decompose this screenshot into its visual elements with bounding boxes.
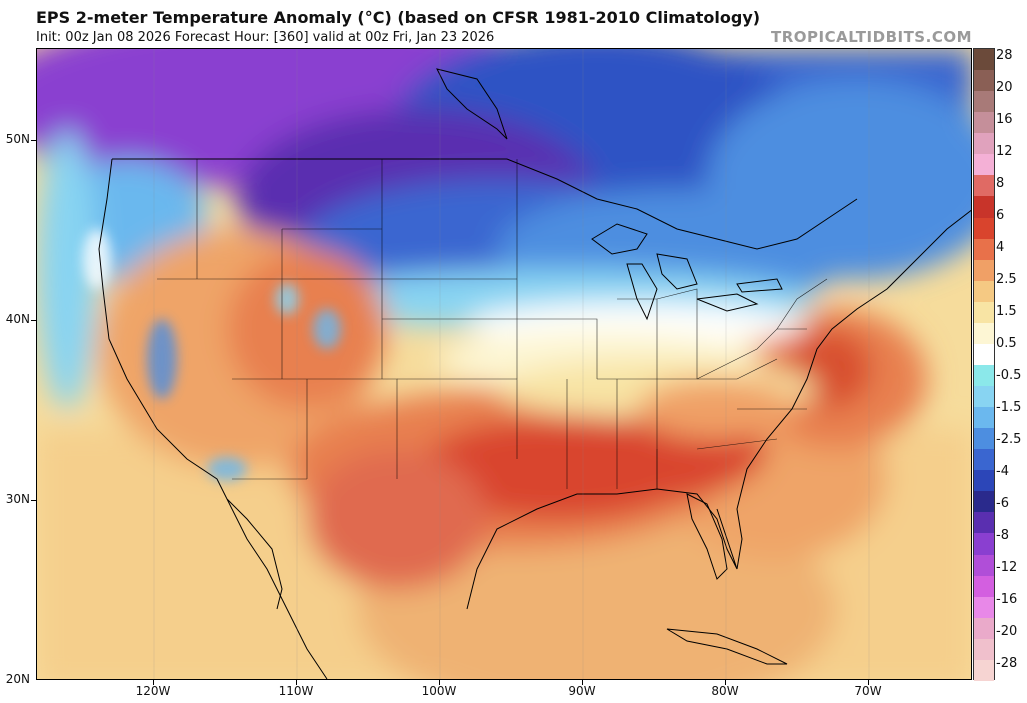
colorbar-label: -2.5 <box>996 432 1022 447</box>
colorbar-cell <box>974 428 994 450</box>
colorbar-cell <box>974 575 994 597</box>
colorbar-cell <box>974 386 994 408</box>
colorbar-label: 28 <box>996 48 1013 63</box>
brand-watermark: TROPICALTIDBITS.COM <box>771 28 972 46</box>
colorbar-cell <box>974 470 994 492</box>
anomaly-field <box>37 49 971 679</box>
colorbar-label: 12 <box>996 144 1013 159</box>
colorbar-cell <box>974 217 994 239</box>
colorbar-cell <box>974 49 994 71</box>
lat-label-40n: 40N <box>5 312 30 326</box>
lon-label-110w: 110W <box>278 684 314 698</box>
colorbar-cell <box>974 175 994 197</box>
lon-label-100w: 100W <box>421 684 457 698</box>
colorbar-label: -1.5 <box>996 400 1022 415</box>
colorbar-cell <box>974 238 994 260</box>
lon-tick <box>153 680 154 685</box>
lon-tick <box>868 680 869 685</box>
colorbar-label: 16 <box>996 112 1013 127</box>
lon-label-120w: 120W <box>135 684 171 698</box>
colorbar-cell <box>974 343 994 365</box>
colorbar-cell <box>974 407 994 429</box>
colorbar-label: 0.5 <box>996 336 1017 351</box>
colorbar-label: -16 <box>996 592 1018 607</box>
colorbar-cell <box>974 596 994 618</box>
colorbar-label: -20 <box>996 624 1018 639</box>
lat-label-30n: 30N <box>5 492 30 506</box>
colorbar-cell <box>974 154 994 176</box>
colorbar-label: 20 <box>996 80 1013 95</box>
forecast-info: Init: 00z Jan 08 2026 Forecast Hour: [36… <box>36 30 495 45</box>
colorbar-cell <box>974 491 994 513</box>
colorbar-label: -6 <box>996 496 1009 511</box>
graticule <box>153 49 870 679</box>
lat-tick <box>31 500 36 501</box>
colorbar-cell <box>974 259 994 281</box>
lat-tick <box>31 140 36 141</box>
state-borders <box>157 159 828 489</box>
colorbar <box>973 48 995 681</box>
anomaly-map <box>36 48 972 680</box>
colorbar-cell <box>974 449 994 471</box>
lon-label-90w: 90W <box>568 684 596 698</box>
colorbar-label: -12 <box>996 560 1018 575</box>
lat-tick <box>31 320 36 321</box>
colorbar-label: 8 <box>996 176 1005 191</box>
map-title: EPS 2-meter Temperature Anomaly (°C) (ba… <box>36 8 761 27</box>
colorbar-cell <box>974 322 994 344</box>
mountain-anomaly-patches <box>83 229 341 481</box>
colorbar-cell <box>974 554 994 576</box>
colorbar-label: 2.5 <box>996 272 1017 287</box>
lon-tick <box>582 680 583 685</box>
colorbar-label: -4 <box>996 464 1009 479</box>
colorbar-label: -8 <box>996 528 1009 543</box>
colorbar-label: 6 <box>996 208 1005 223</box>
colorbar-cell <box>974 364 994 386</box>
lon-label-70w: 70W <box>854 684 882 698</box>
colorbar-cell <box>974 196 994 218</box>
lon-tick <box>439 680 440 685</box>
colorbar-label: 1.5 <box>996 304 1017 319</box>
colorbar-cell <box>974 91 994 113</box>
colorbar-cell <box>974 301 994 323</box>
map-canvas <box>37 49 971 679</box>
colorbar-label: -28 <box>996 656 1018 671</box>
colorbar-cell <box>974 133 994 155</box>
lat-label-50n: 50N <box>5 132 30 146</box>
colorbar-cell <box>974 70 994 92</box>
lon-tick <box>725 680 726 685</box>
lon-label-80w: 80W <box>711 684 739 698</box>
colorbar-cell <box>974 617 994 639</box>
colorbar-cell <box>974 280 994 302</box>
colorbar-label: 4 <box>996 240 1005 255</box>
colorbar-cell <box>974 533 994 555</box>
colorbar-cell <box>974 512 994 534</box>
colorbar-cell <box>974 112 994 134</box>
colorbar-label: -0.5 <box>996 368 1022 383</box>
lon-tick <box>296 680 297 685</box>
lat-label-20n: 20N <box>5 672 30 686</box>
colorbar-cell <box>974 659 994 681</box>
colorbar-cell <box>974 638 994 660</box>
